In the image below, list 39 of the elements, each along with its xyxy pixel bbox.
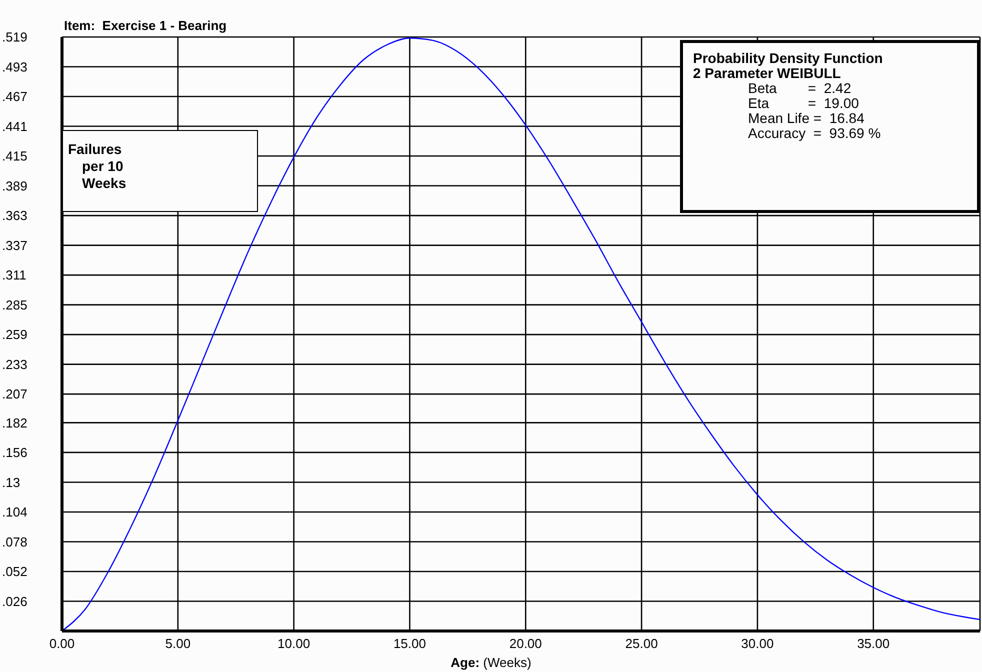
annotation: Beta = 2.42 — [747, 80, 852, 96]
x-tick-label: 35.00 — [857, 636, 890, 652]
x-tick-label: 15.00 — [393, 636, 426, 652]
x-tick-label: 20.00 — [509, 636, 542, 652]
y-tick-label: .441 — [2, 118, 28, 134]
annotation: Accuracy = 93.69 % — [747, 125, 882, 141]
x-tick-label: 5.00 — [165, 636, 191, 652]
y-tick-label: .233 — [2, 356, 28, 372]
axis-title-box: Failures per 10 Weeks — [63, 130, 258, 212]
x-tick-label: 30.00 — [741, 636, 774, 652]
x-tick-label: 0.00 — [49, 636, 75, 652]
chart-title: Item: Exercise 1 - Bearing — [64, 18, 227, 33]
y-tick-label: .207 — [2, 386, 28, 402]
y-tick-label: .026 — [2, 594, 28, 609]
y-tick-label: .182 — [2, 415, 28, 430]
y-tick-label: .156 — [2, 445, 28, 460]
y-tick-label: .467 — [2, 89, 28, 104]
y-tick-label: .337 — [2, 238, 28, 253]
x-axis-title: Age: (Weeks) — [450, 655, 532, 670]
line-series — [62, 38, 980, 631]
y-tick-label: .078 — [2, 534, 28, 550]
annotation: Eta = 19.00 — [747, 95, 860, 111]
y-tick-label: .311 — [2, 268, 26, 283]
y-tick-label: .493 — [2, 59, 28, 74]
x-tick-label: 10.00 — [278, 636, 310, 652]
annotation: 2 Parameter WEIBULL — [693, 65, 842, 81]
y-tick-label: .285 — [2, 297, 28, 312]
y-tick-label: .104 — [2, 504, 28, 520]
y-tick-label: .363 — [2, 208, 28, 224]
y-tick-label: .13 — [2, 474, 20, 490]
annotation: Probability Density Function — [693, 50, 884, 66]
y-axis-title: Failures per 10 Weeks — [68, 141, 128, 192]
y-tick-label: .519 — [2, 30, 28, 45]
y-tick-label: .415 — [2, 148, 28, 164]
y-tick-label: .052 — [2, 564, 28, 580]
y-tick-label: .389 — [2, 178, 28, 194]
x-tick-label: 25.00 — [625, 636, 658, 652]
annotation: Mean Life = 16.84 — [747, 110, 866, 126]
y-tick-label: .259 — [2, 327, 28, 342]
